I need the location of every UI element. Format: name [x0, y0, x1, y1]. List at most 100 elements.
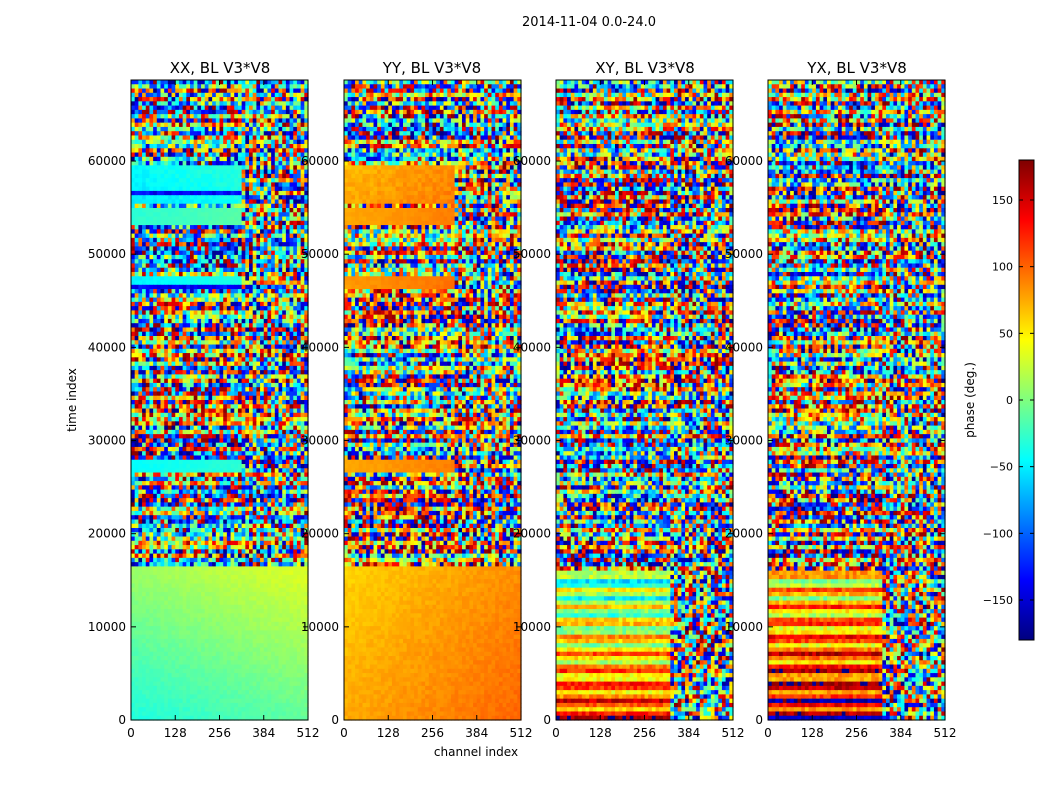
heatmap-cell	[135, 357, 139, 362]
heatmap-cell	[164, 89, 168, 94]
heatmap-cell	[146, 80, 150, 85]
heatmap-cell	[183, 84, 187, 89]
heatmap-cell	[142, 349, 146, 354]
heatmap-cell	[161, 485, 165, 490]
heatmap-cell	[146, 302, 150, 307]
heatmap-cell	[208, 298, 212, 303]
heatmap-cell	[234, 400, 238, 405]
heatmap-cell	[242, 443, 246, 448]
heatmap-cell	[149, 383, 153, 388]
heatmap-cell	[290, 481, 294, 486]
heatmap-cell	[201, 481, 205, 486]
heatmap-cell	[231, 268, 235, 273]
heatmap-cell	[279, 460, 283, 465]
heatmap-cell	[142, 443, 146, 448]
heatmap-cell	[197, 242, 201, 247]
heatmap-cell	[286, 447, 290, 452]
heatmap-cell	[282, 494, 286, 499]
heatmap-cell	[157, 485, 161, 490]
heatmap-cell	[297, 468, 301, 473]
heatmap-cell	[175, 438, 179, 443]
heatmap-cell	[135, 182, 139, 187]
heatmap-cell	[168, 434, 172, 439]
heatmap-cell	[146, 353, 150, 358]
heatmap-cell	[135, 246, 139, 251]
heatmap-cell	[242, 97, 246, 102]
heatmap-cell	[275, 379, 279, 384]
heatmap-cell	[271, 97, 275, 102]
heatmap-cell	[168, 110, 172, 115]
heatmap-cell	[179, 191, 183, 196]
heatmap-cell	[301, 413, 305, 418]
heatmap-cell	[293, 511, 297, 516]
heatmap-cell	[172, 118, 176, 123]
heatmap-cell	[275, 481, 279, 486]
heatmap-cell	[153, 242, 157, 247]
heatmap-cell	[179, 157, 183, 162]
heatmap-cell	[212, 332, 216, 337]
heatmap-cell	[282, 212, 286, 217]
heatmap-cell	[256, 101, 260, 106]
heatmap-cell	[149, 490, 153, 495]
heatmap-cell	[249, 362, 253, 367]
heatmap-cell	[282, 135, 286, 140]
heatmap-cell	[238, 182, 242, 187]
heatmap-cell	[279, 515, 283, 520]
heatmap-cell	[142, 127, 146, 132]
heatmap-cell	[146, 148, 150, 153]
heatmap-cell	[212, 507, 216, 512]
heatmap-cell	[253, 174, 257, 179]
heatmap-cell	[197, 80, 201, 85]
heatmap-cell	[146, 336, 150, 341]
heatmap-cell	[223, 400, 227, 405]
heatmap-cell	[179, 140, 183, 145]
heatmap-cell	[172, 131, 176, 136]
heatmap-cell	[256, 165, 260, 170]
heatmap-cell	[297, 396, 301, 401]
heatmap-cell	[231, 208, 235, 213]
heatmap-cell	[275, 400, 279, 405]
heatmap-cell	[164, 255, 168, 260]
heatmap-cell	[271, 106, 275, 111]
heatmap-cell	[153, 430, 157, 435]
heatmap-cell	[267, 259, 271, 264]
heatmap-cell	[172, 234, 176, 239]
heatmap-cell	[245, 246, 249, 251]
heatmap-cell	[135, 327, 139, 332]
heatmap-cell	[131, 80, 135, 85]
heatmap-cell	[282, 187, 286, 192]
heatmap-cell	[142, 225, 146, 230]
heatmap-cell	[212, 396, 216, 401]
heatmap-cell	[282, 140, 286, 145]
heatmap-cell	[149, 123, 153, 128]
heatmap-cell	[301, 502, 305, 507]
heatmap-cell	[201, 434, 205, 439]
heatmap-cell	[172, 498, 176, 503]
heatmap-cell	[179, 229, 183, 234]
heatmap-cell	[290, 221, 294, 226]
heatmap-cell	[164, 135, 168, 140]
heatmap-cell	[245, 426, 249, 431]
heatmap-cell	[282, 468, 286, 473]
heatmap-cell	[271, 80, 275, 85]
heatmap-cell	[183, 327, 187, 332]
heatmap-cell	[208, 413, 212, 418]
heatmap-cell	[135, 353, 139, 358]
heatmap-cell	[249, 323, 253, 328]
heatmap-cell	[183, 434, 187, 439]
heatmap-cell	[142, 246, 146, 251]
heatmap-cell	[234, 473, 238, 478]
heatmap-cell	[242, 473, 246, 478]
heatmap-cell	[216, 195, 220, 200]
heatmap-cell	[279, 234, 283, 239]
heatmap-cell	[131, 319, 135, 324]
heatmap-cell	[271, 195, 275, 200]
heatmap-cell	[275, 238, 279, 243]
heatmap-cell	[290, 89, 294, 94]
heatmap-cell	[194, 438, 198, 443]
heatmap-cell	[149, 345, 153, 350]
heatmap-cell	[183, 302, 187, 307]
heatmap-cell	[220, 238, 224, 243]
heatmap-cell	[205, 502, 209, 507]
heatmap-cell	[234, 238, 238, 243]
